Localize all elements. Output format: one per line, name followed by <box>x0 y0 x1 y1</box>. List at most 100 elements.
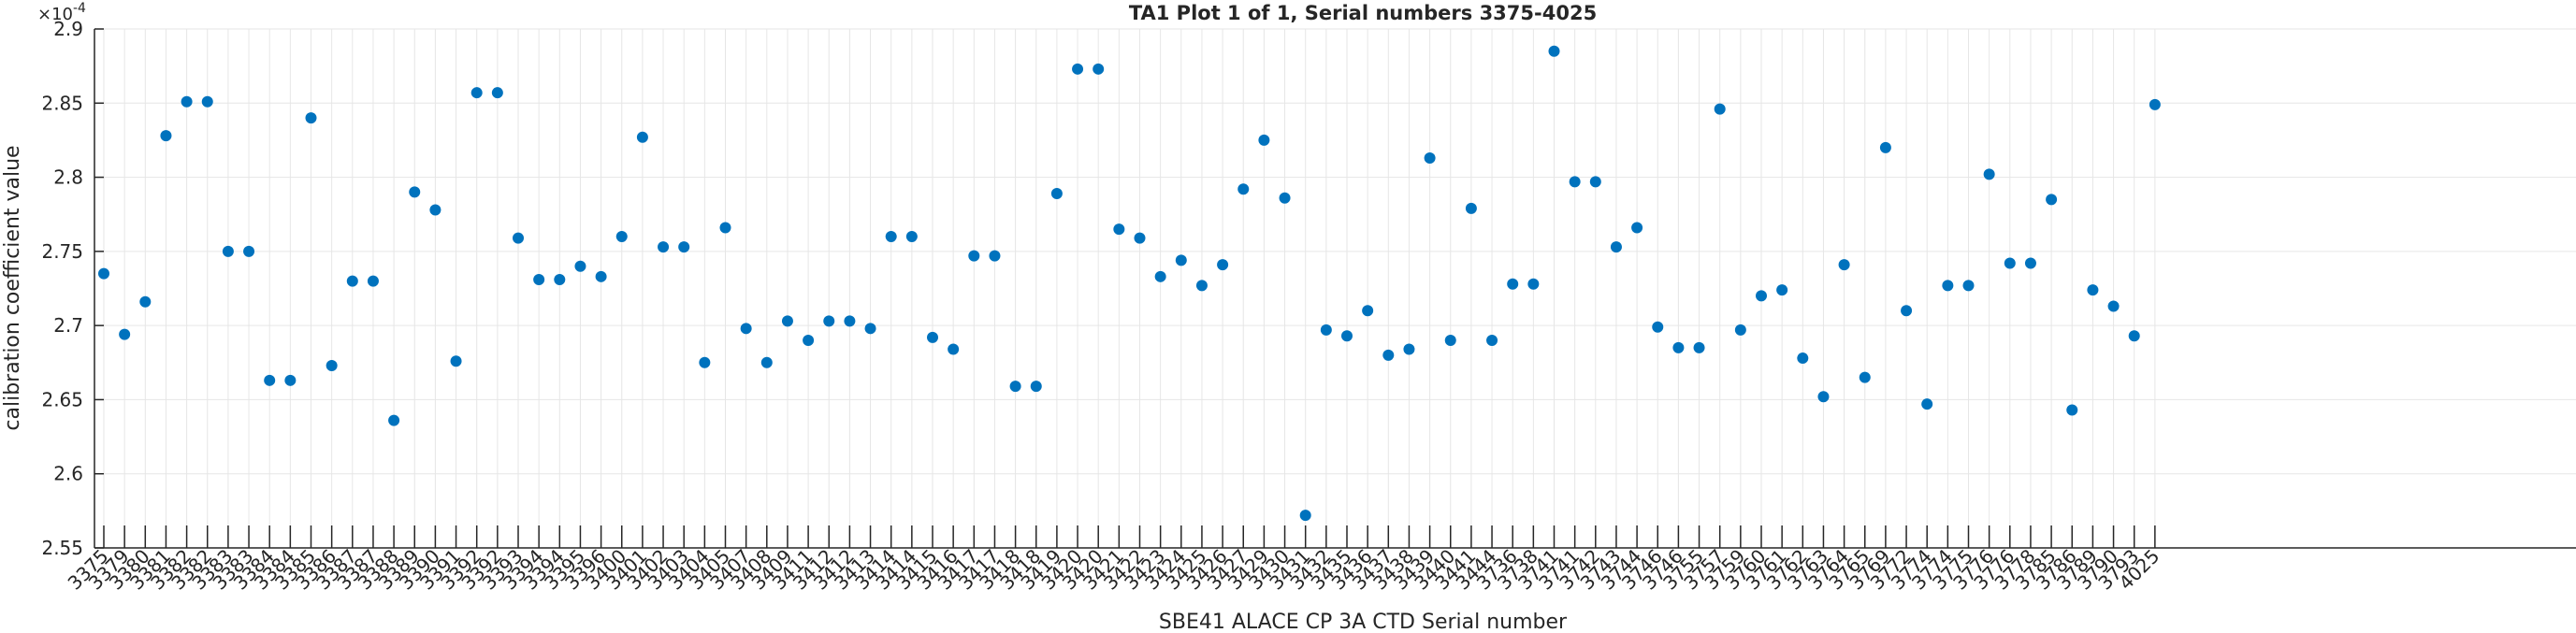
data-point <box>1113 223 1125 236</box>
data-point <box>989 250 1001 262</box>
data-point <box>1527 278 1540 290</box>
data-point <box>1154 270 1166 282</box>
data-point <box>2087 284 2099 296</box>
y-tick-label: 2.85 <box>41 92 83 114</box>
data-point <box>491 87 503 99</box>
data-point <box>160 130 172 142</box>
data-point <box>284 374 297 386</box>
data-point <box>948 343 960 355</box>
data-point <box>1134 232 1146 244</box>
data-point <box>1465 202 1477 214</box>
y-axis-label: calibration coefficient value <box>1 145 24 430</box>
data-point <box>699 356 711 368</box>
y-tick-label: 2.55 <box>41 537 83 559</box>
y-exponent-base: ×10 <box>37 5 73 24</box>
data-point <box>1030 381 1042 393</box>
data-point <box>658 241 670 253</box>
y-tick-label: 2.7 <box>53 314 83 337</box>
data-point <box>429 204 441 216</box>
axes <box>94 29 2576 549</box>
data-point <box>719 222 731 234</box>
data-point <box>1237 183 1250 195</box>
data-point <box>1486 335 1498 346</box>
data-point <box>615 231 628 242</box>
y-tick-label: 2.8 <box>53 166 83 189</box>
y-tick-label: 2.75 <box>41 240 83 263</box>
y-tick-label: 2.65 <box>41 388 83 410</box>
data-point <box>2128 330 2140 342</box>
data-point <box>1838 259 1850 271</box>
data-point <box>1631 222 1643 234</box>
y-tick-label: 2.9 <box>53 18 83 40</box>
data-point <box>1382 349 1395 361</box>
data-point <box>326 359 338 371</box>
data-point <box>243 245 255 257</box>
data-point <box>2066 404 2078 416</box>
data-point <box>1714 103 1726 115</box>
data-point <box>1610 241 1622 253</box>
data-point <box>139 295 152 308</box>
data-point <box>1279 192 1291 204</box>
data-point <box>905 231 918 242</box>
data-point <box>533 273 545 285</box>
data-point <box>1424 151 1436 164</box>
data-point <box>2046 194 2058 206</box>
data-point <box>1879 141 1891 153</box>
data-point <box>1299 510 1311 522</box>
data-point <box>346 275 358 287</box>
x-axis-label: SBE41 ALACE CP 3A CTD Serial number <box>1159 611 1568 633</box>
data-point <box>1797 352 1809 365</box>
data-point <box>1507 278 1519 290</box>
data-point <box>1776 284 1788 296</box>
data-point <box>1195 280 1208 292</box>
data-point <box>1983 168 1995 180</box>
data-point <box>1962 280 1975 292</box>
data-point <box>181 95 193 108</box>
data-point <box>1072 63 1084 75</box>
y-exponent-power: -4 <box>73 1 86 16</box>
data-point <box>1175 254 1187 266</box>
data-point <box>264 374 276 386</box>
data-point <box>1320 324 1332 336</box>
data-point <box>1901 305 1913 317</box>
data-point <box>1817 391 1830 403</box>
data-point <box>1341 330 1353 342</box>
data-point <box>844 315 856 327</box>
data-point <box>1672 341 1685 353</box>
data-point <box>1652 321 1664 333</box>
data-point <box>2024 257 2036 269</box>
data-point <box>2107 300 2120 312</box>
data-point <box>1693 341 1705 353</box>
grid <box>94 28 2576 548</box>
y-tick-labels: 2.55 2.6 2.65 2.7 2.75 2.8 2.85 2.9 <box>41 18 104 559</box>
data-point <box>885 231 897 242</box>
data-point <box>1942 280 1954 292</box>
data-point <box>595 270 607 282</box>
data-point <box>1403 343 1415 355</box>
data-point <box>554 273 566 285</box>
y-exponent-label: ×10-4 <box>37 1 86 24</box>
data-point <box>470 87 483 99</box>
data-point <box>1548 45 1560 57</box>
data-point <box>98 267 109 280</box>
data-point <box>513 232 524 244</box>
data-point <box>781 315 793 327</box>
data-point <box>574 260 586 272</box>
data-point <box>1756 290 1767 302</box>
data-point <box>367 275 379 287</box>
chart-title: TA1 Plot 1 of 1, Serial numbers 3375-402… <box>1129 2 1597 24</box>
data-point <box>1589 176 1601 188</box>
data-point <box>678 241 690 253</box>
data-point <box>2004 257 2016 269</box>
data-point <box>740 323 752 335</box>
data-point <box>2149 98 2161 110</box>
data-point <box>968 250 980 262</box>
data-point <box>1217 259 1229 271</box>
data-point <box>823 315 835 327</box>
y-tick-label: 2.6 <box>53 463 83 485</box>
data-point <box>1362 305 1374 317</box>
data-point <box>1444 335 1456 346</box>
data-point <box>305 112 317 124</box>
data-point <box>1859 371 1871 383</box>
